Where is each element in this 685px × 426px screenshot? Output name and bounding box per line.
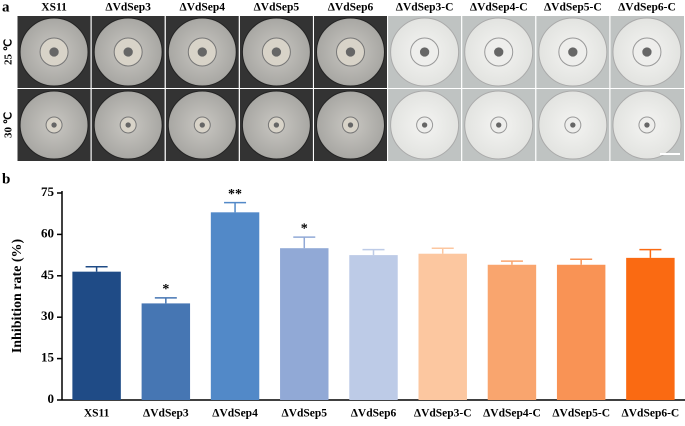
colony-center — [345, 47, 356, 57]
error-bar — [500, 260, 523, 265]
x-tick-label: ΔVdSep4-C — [483, 408, 541, 420]
bar — [349, 255, 398, 400]
column-header: ΔVdSep3 — [105, 2, 151, 14]
bar — [418, 253, 467, 400]
significance-label: * — [301, 221, 308, 236]
colony-center — [644, 122, 650, 128]
x-tick-label: ΔVdSep5-C — [552, 408, 610, 420]
column-header: ΔVdSep6-C — [618, 2, 676, 14]
y-tick-label: 45 — [41, 267, 55, 282]
error-bar — [431, 247, 454, 254]
colony-center — [347, 122, 354, 128]
y-tick-label: 15 — [41, 350, 55, 365]
x-tick-label: ΔVdSep4 — [212, 408, 258, 420]
colony-center — [51, 122, 57, 128]
colony-center — [123, 47, 133, 57]
x-tick-label: ΔVdSep5 — [281, 408, 327, 420]
significance-label: * — [162, 282, 169, 297]
colony-center — [642, 47, 652, 57]
error-bar — [154, 297, 177, 304]
error-bar — [639, 248, 662, 258]
error-bar — [293, 236, 316, 249]
error-bar — [570, 258, 593, 265]
y-tick-label: 30 — [41, 308, 54, 323]
bar — [210, 212, 260, 400]
error-bar — [85, 265, 108, 272]
column-header: ΔVdSep5 — [254, 2, 300, 14]
error-bar — [362, 248, 385, 256]
bar — [141, 303, 191, 400]
colony-center — [568, 47, 578, 57]
colony-center — [496, 122, 502, 128]
y-axis-label: Inhibition rate (%) — [10, 238, 25, 353]
error-bar — [224, 201, 247, 213]
colony-center — [273, 122, 280, 128]
colony-center — [125, 122, 131, 128]
bar — [556, 264, 606, 400]
column-header: ΔVdSep4 — [179, 2, 225, 14]
y-tick-label: 75 — [41, 184, 55, 199]
panel-label: b — [2, 171, 10, 187]
significance-label: ** — [228, 187, 242, 202]
bar — [72, 271, 121, 400]
bar — [487, 264, 537, 400]
column-header: ΔVdSep5-C — [544, 2, 602, 14]
x-tick-label: XS11 — [84, 408, 110, 420]
colony-center — [570, 122, 576, 128]
x-tick-label: ΔVdSep6-C — [622, 408, 680, 420]
x-tick-label: ΔVdSep3 — [143, 408, 189, 420]
colony-center — [197, 47, 207, 57]
colony-center — [271, 47, 282, 57]
x-tick-label: ΔVdSep3-C — [414, 408, 472, 420]
bar — [280, 248, 329, 400]
column-header: ΔVdSep3-C — [396, 2, 454, 14]
colony-center — [49, 47, 59, 57]
colony-center — [419, 47, 430, 57]
colony-center — [199, 122, 205, 128]
column-header: ΔVdSep4-C — [470, 2, 528, 14]
colony-center — [421, 122, 428, 128]
column-header: XS11 — [41, 2, 67, 14]
colony-center — [494, 47, 504, 57]
panel-label: a — [2, 0, 10, 15]
y-tick-label: 60 — [41, 225, 54, 240]
row-label: 25 ℃ — [3, 39, 15, 65]
plate-grid — [16, 16, 684, 161]
y-tick-label: 0 — [48, 391, 55, 406]
row-label: 30 ℃ — [3, 112, 15, 138]
x-tick-label: ΔVdSep6 — [351, 408, 397, 420]
column-header: ΔVdSep6 — [328, 2, 374, 14]
bar — [626, 257, 675, 400]
